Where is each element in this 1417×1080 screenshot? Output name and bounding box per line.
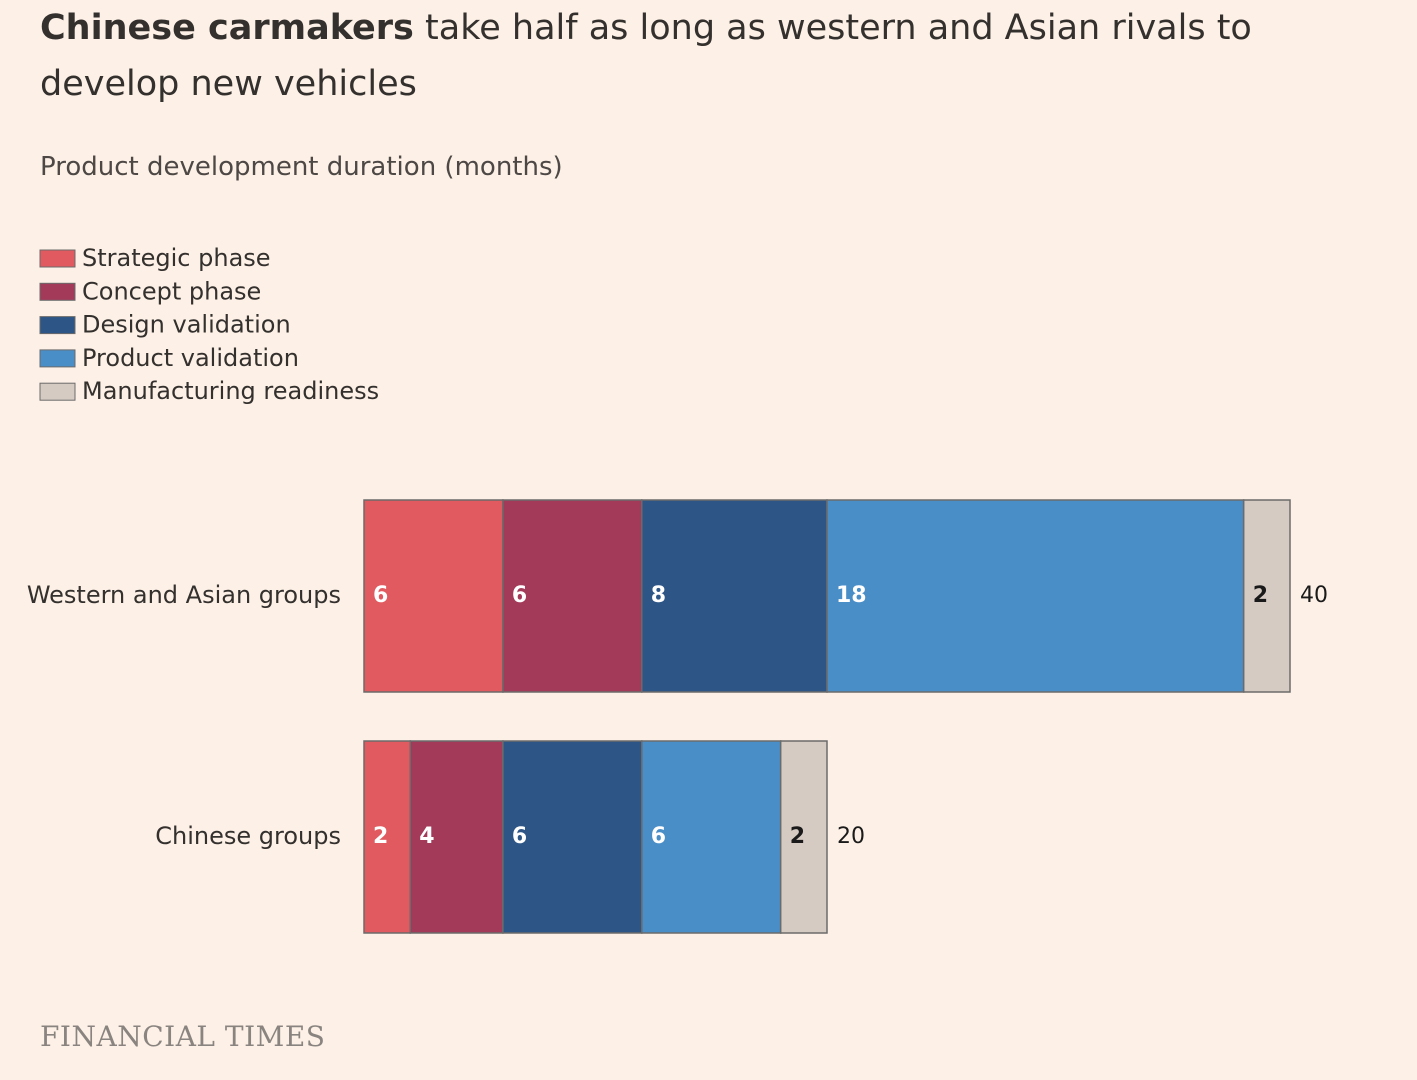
legend-label: Strategic phase (82, 244, 271, 272)
value-label: 4 (419, 824, 434, 849)
value-label: 6 (651, 824, 666, 849)
value-label: 6 (512, 824, 527, 849)
legend-swatch (39, 316, 76, 335)
legend-label: Concept phase (82, 277, 261, 305)
bar-segment (363, 499, 504, 693)
value-label: 6 (373, 583, 388, 608)
chart: Strategic phase Concept phase Design valid… (27, 244, 1328, 934)
legend-swatch (39, 382, 76, 401)
total-label: 20 (837, 824, 865, 849)
value-label: 2 (373, 824, 388, 849)
source: FINANCIAL TIMES (40, 1020, 326, 1053)
legend-label: Design validation (82, 311, 291, 339)
bar-segment (826, 499, 1245, 693)
legend-swatch (39, 349, 76, 368)
bar-segment (779, 740, 828, 934)
chart-title: Chinese carmakers take half as long as w… (40, 0, 1380, 112)
bar-segment (409, 740, 504, 934)
bar-segment (1242, 499, 1291, 693)
total-label: 40 (1300, 583, 1328, 608)
value-label: 2 (790, 824, 805, 849)
category-label: Western and Asian groups (27, 581, 341, 609)
bar-segment (641, 499, 828, 693)
bar-segment (502, 499, 643, 693)
value-label: 6 (512, 583, 527, 608)
legend-label: Manufacturing readiness (82, 377, 379, 405)
title-text: take half as long as western and Asian r… (40, 8, 1252, 104)
value-label: 2 (1253, 583, 1268, 608)
category-label: Chinese groups (155, 822, 341, 850)
bar-segment (502, 740, 643, 934)
title-emphasis: Chinese carmakers (40, 8, 414, 48)
legend-label: Product validation (82, 344, 299, 372)
value-label: 8 (651, 583, 666, 608)
legend-swatch (39, 249, 76, 268)
bar-segment (641, 740, 782, 934)
bar-segment (363, 740, 412, 934)
legend-swatch (39, 282, 76, 301)
chart-subtitle: Product development duration (months) (40, 152, 563, 182)
value-label: 18 (836, 583, 867, 608)
